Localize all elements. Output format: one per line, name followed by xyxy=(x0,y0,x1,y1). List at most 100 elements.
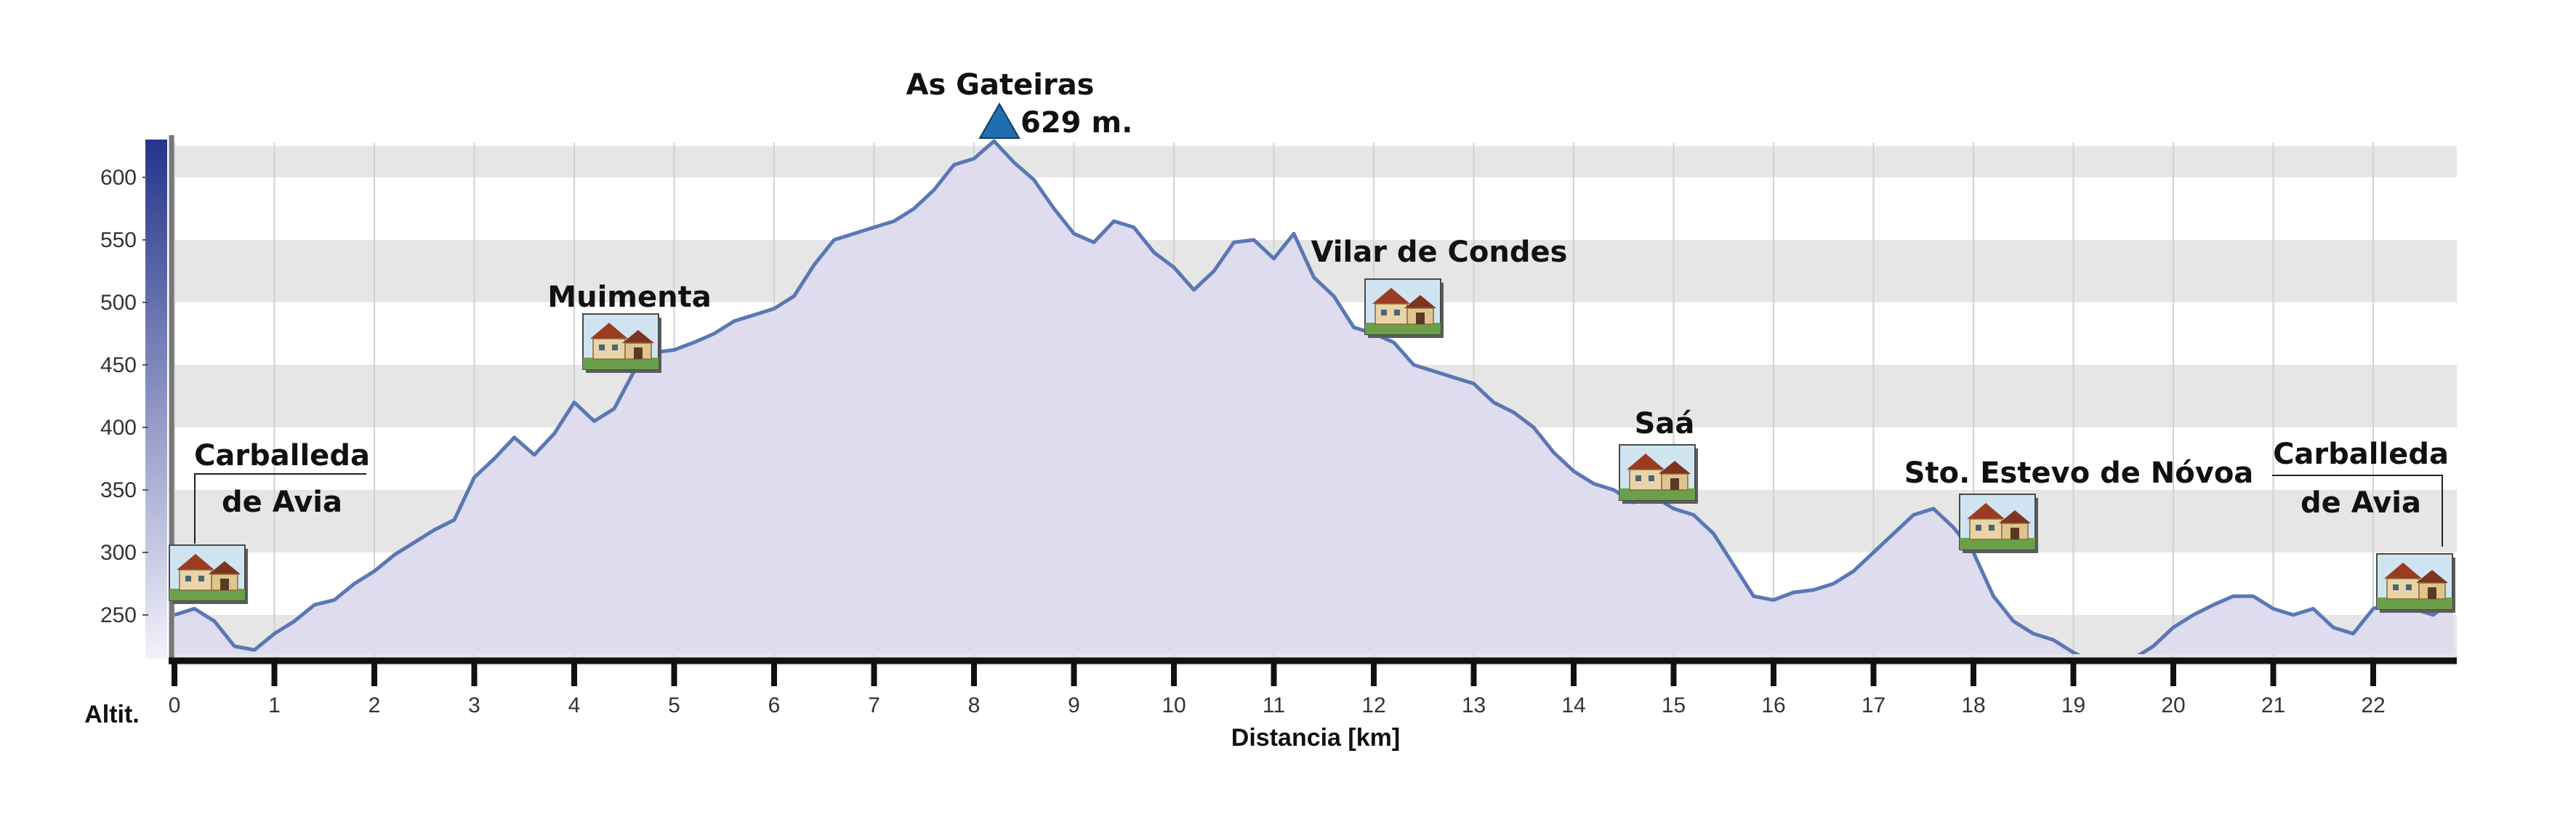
x-tick-label: 17 xyxy=(1861,693,1885,717)
x-tick-label: 4 xyxy=(568,693,581,717)
place-annotations: As Gateiras 629 m. Muimenta Vilar de Condes… xyxy=(194,68,2449,547)
house-icon-roof xyxy=(1627,454,1665,470)
house-icon-roof xyxy=(1404,295,1436,308)
x-tick-label: 6 xyxy=(768,693,781,717)
x-tick-label: 16 xyxy=(1761,693,1785,717)
y-tick-label: 300 xyxy=(100,541,137,565)
y-tick-label: 250 xyxy=(100,603,137,627)
house-icon-door xyxy=(634,347,643,359)
y-tick-label: 500 xyxy=(100,291,137,315)
house-icon-roof xyxy=(590,323,628,339)
house-icon-roof xyxy=(2416,570,2448,583)
house-icon-roof xyxy=(622,330,654,343)
house-icon-window xyxy=(1394,310,1400,315)
house-icon-window xyxy=(2406,584,2412,590)
house-icon-wall xyxy=(1374,303,1408,325)
x-tick-label: 0 xyxy=(169,693,181,717)
place-label: Sto. Estevo de Nóvoa xyxy=(1904,456,2254,490)
elevation-area xyxy=(174,141,2453,654)
x-tick-label: 13 xyxy=(1462,693,1486,717)
house-icon-roof xyxy=(1999,510,2031,523)
x-tick-labels: 0 1 2 3 4 5 6 7 8 9 10 11 12 13 14 15 16 17 18 19 20 21 22 xyxy=(169,693,2386,717)
x-tick-label: 9 xyxy=(1068,693,1080,717)
house-icon-roof xyxy=(2384,563,2422,579)
village-markers xyxy=(169,278,2455,613)
x-tick-label: 11 xyxy=(1263,693,1285,717)
place-label: Carballeda xyxy=(194,439,370,472)
house-icon-door xyxy=(2011,528,2019,539)
elevation-line xyxy=(174,139,2455,654)
house-icon-roof xyxy=(177,554,214,570)
house-icon xyxy=(1364,278,1444,338)
house-icon-wall xyxy=(1629,469,1662,491)
x-tick-label: 3 xyxy=(468,693,480,717)
house-icon-window xyxy=(198,576,204,582)
house-icon-grass xyxy=(1365,323,1441,334)
y-tick-label: 450 xyxy=(100,353,137,377)
altitude-color-scale xyxy=(145,140,167,659)
axes xyxy=(169,135,2457,686)
house-icon-grass xyxy=(1960,538,2035,550)
x-tick-label: 8 xyxy=(968,693,981,717)
x-tick-label: 2 xyxy=(369,693,381,717)
house-icon-window xyxy=(1649,475,1654,481)
house-icon xyxy=(1619,444,1698,504)
y-axis-title: Altit. xyxy=(84,701,140,728)
x-tick-label: 22 xyxy=(2361,693,2385,717)
y-tick-label: 600 xyxy=(100,166,137,190)
house-icon-grass xyxy=(1619,488,1695,500)
x-tick-label: 21 xyxy=(2261,693,2285,717)
house-icon-door xyxy=(2428,587,2436,599)
place-label: Muimenta xyxy=(547,281,711,314)
house-icon-grass xyxy=(583,358,659,369)
x-tick-label: 10 xyxy=(1162,693,1186,717)
x-tick-label: 19 xyxy=(2061,693,2085,717)
x-tick-label: 14 xyxy=(1561,693,1585,717)
house-icon-grass xyxy=(169,589,245,600)
house-icon xyxy=(2376,553,2455,613)
house-icon-wall xyxy=(179,569,212,591)
house-icon-window xyxy=(2393,584,2399,590)
house-icon-roof xyxy=(1967,503,2005,519)
house-icon-wall xyxy=(2386,578,2420,600)
y-tick-label: 550 xyxy=(100,228,137,252)
y-tick-label: 350 xyxy=(100,478,137,502)
place-label: Saá xyxy=(1635,407,1695,440)
house-icon xyxy=(582,313,661,373)
leader-line xyxy=(2272,475,2443,547)
place-label: Vilar de Condes xyxy=(1311,236,1568,269)
summit-triangle-icon xyxy=(978,102,1021,139)
place-label: 629 m. xyxy=(1021,106,1132,140)
house-icon-wall xyxy=(592,338,626,360)
x-tick-label: 15 xyxy=(1662,693,1686,717)
house-icon-window xyxy=(599,345,605,350)
house-icon-window xyxy=(1635,475,1641,481)
band-rect xyxy=(174,146,2457,177)
house-icon xyxy=(169,544,248,604)
leader-line xyxy=(194,473,366,544)
house-icon-wall xyxy=(1969,518,2003,540)
place-label: As Gateiras xyxy=(906,68,1094,102)
house-icon-window xyxy=(1976,525,1981,531)
house-icon-window xyxy=(612,345,618,350)
place-label: de Avia xyxy=(222,486,342,519)
x-tick-label: 20 xyxy=(2161,693,2185,717)
house-icon-door xyxy=(1416,313,1425,324)
x-tick-label: 7 xyxy=(868,693,880,717)
y-tick-labels: 250 300 350 400 450 500 550 600 xyxy=(100,166,148,627)
x-tick-label: 12 xyxy=(1361,693,1385,717)
x-tick-label: 1 xyxy=(268,693,281,717)
house-icon xyxy=(1959,494,2038,553)
x-axis-title: Distancia [km] xyxy=(1231,724,1400,752)
house-icon-grass xyxy=(2377,597,2452,609)
house-icon-door xyxy=(1670,478,1679,490)
x-tick-label: 18 xyxy=(1961,693,1985,717)
house-icon-roof xyxy=(1372,288,1410,304)
house-icon-door xyxy=(220,579,229,590)
y-tick-label: 400 xyxy=(100,416,137,440)
x-tick-label: 5 xyxy=(668,693,680,717)
place-label: Carballeda xyxy=(2273,438,2449,471)
house-icon-roof xyxy=(209,561,241,574)
house-icon-window xyxy=(1381,310,1387,315)
